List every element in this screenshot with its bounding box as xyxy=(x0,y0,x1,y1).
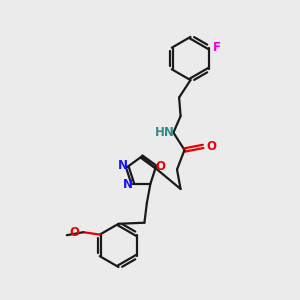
Text: HN: HN xyxy=(155,126,175,139)
Text: O: O xyxy=(206,140,216,153)
Text: O: O xyxy=(70,226,80,239)
Text: N: N xyxy=(118,159,128,172)
Text: O: O xyxy=(156,160,166,173)
Text: F: F xyxy=(213,41,221,54)
Text: N: N xyxy=(123,178,133,191)
